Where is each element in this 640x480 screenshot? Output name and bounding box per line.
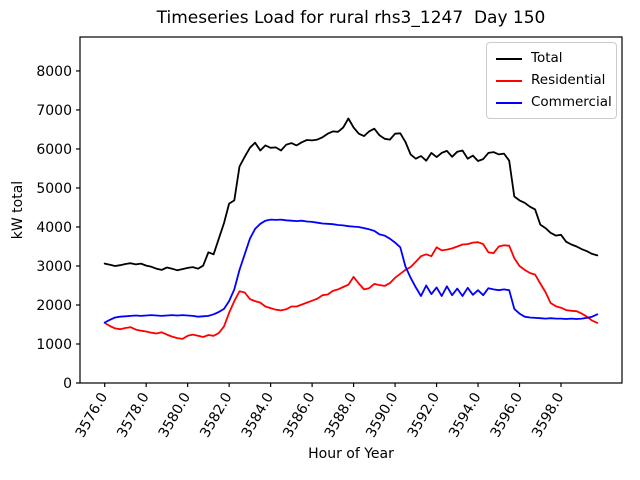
series-line-total [103,117,599,272]
legend-label-total: Total [531,50,563,66]
y-tick-label: 5000 [36,181,72,197]
legend-item-total: Total [496,51,607,66]
x-tick-label: 3592.0 [405,390,443,440]
x-tick-label: 3588.0 [322,390,360,440]
y-axis-label: kW total [10,180,26,240]
x-tick-label: 3580.0 [156,390,194,440]
x-tick-label: 3584.0 [239,390,277,440]
x-tick-label: 3576.0 [73,390,111,440]
legend-label-residential: Residential [531,72,606,88]
legend-item-commercial: Commercial [496,95,612,110]
legend: Total Residential Commercial [486,42,617,119]
legend-item-residential: Residential [496,73,607,88]
chart-title: Timeseries Load for rural rhs3_1247 Day … [156,8,546,28]
x-tick-label: 3596.0 [488,390,526,440]
x-tick-label: 3582.0 [197,390,235,440]
x-axis-label: Hour of Year [308,446,394,462]
y-tick-label: 3000 [36,259,72,275]
y-tick-label: 6000 [36,142,72,158]
x-tick-label: 3594.0 [446,390,484,440]
legend-label-commercial: Commercial [531,94,612,110]
y-tick-label: 7000 [36,103,72,119]
x-tick-label: 3578.0 [114,390,152,440]
series-line-residential [103,241,599,340]
y-tick-label: 4000 [36,220,72,236]
y-tick-label: 8000 [36,64,72,80]
x-tick-label: 3590.0 [363,390,401,440]
y-tick-label: 1000 [36,337,72,353]
legend-line-swatch-total [496,57,522,60]
series-line-commercial [103,218,599,324]
legend-line-swatch-commercial [496,101,522,104]
legend-line-swatch-residential [496,79,522,82]
x-tick-label: 3598.0 [529,390,567,440]
x-tick-label: 3586.0 [280,390,318,440]
y-tick-label: 0 [63,376,72,392]
y-tick-label: 2000 [36,298,72,314]
axes-spines [79,36,623,384]
